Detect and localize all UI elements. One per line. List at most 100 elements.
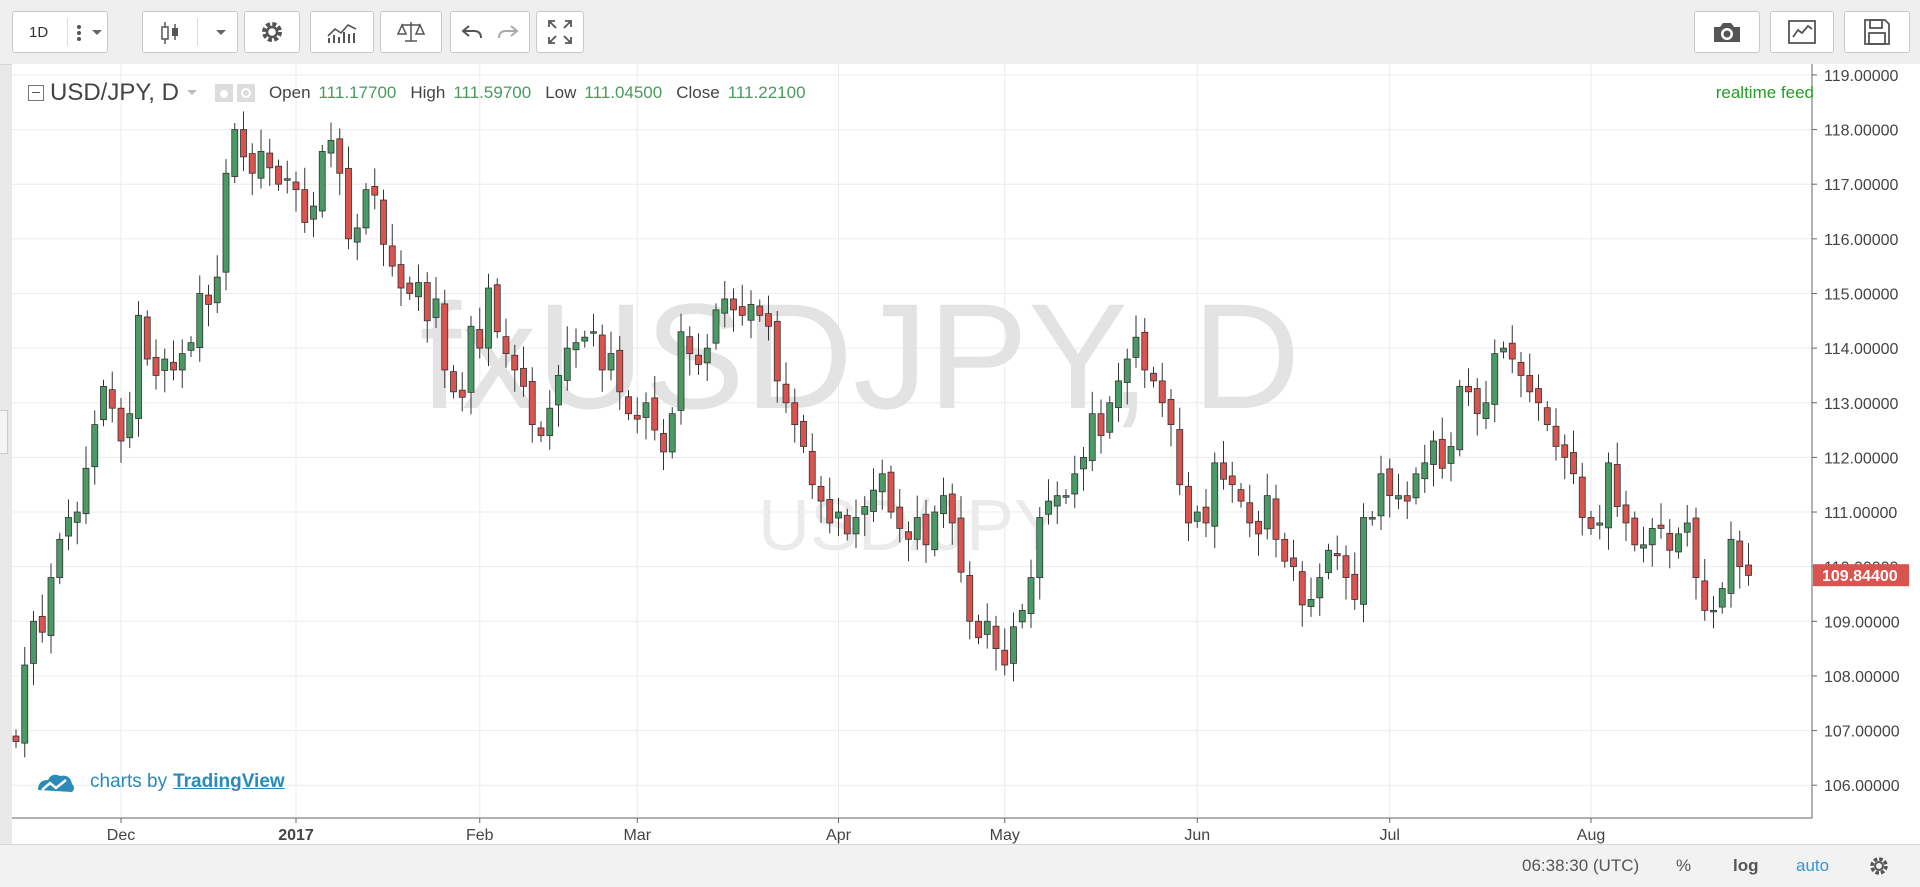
candle-body [1543, 407, 1551, 426]
candle-body [1508, 342, 1516, 360]
candle-body [380, 199, 387, 245]
candle-body [1657, 524, 1665, 529]
candle-body [668, 413, 676, 453]
candle-body [266, 152, 274, 169]
chart-pane[interactable] [12, 64, 1920, 844]
candle-body [467, 325, 475, 393]
candle-body [345, 167, 352, 240]
candle-body [458, 389, 466, 398]
gear-icon[interactable] [236, 84, 255, 102]
candle-body [1491, 353, 1499, 405]
candle-body [922, 513, 930, 546]
candle-body [642, 402, 650, 418]
last-price-marker: 109.84400 [1813, 564, 1909, 587]
save-button[interactable] [1844, 11, 1910, 53]
candle-body [590, 331, 597, 334]
high-label: High [410, 83, 446, 102]
candle-body [1701, 580, 1709, 611]
candle-body [1430, 440, 1437, 465]
gear-icon[interactable] [1868, 855, 1890, 877]
chevron-down-icon[interactable] [186, 89, 197, 97]
candle-body [1316, 577, 1324, 599]
compare-button[interactable] [380, 11, 442, 53]
time-tick-label: Feb [466, 827, 494, 844]
candle-body [695, 354, 702, 365]
camera-icon[interactable] [214, 84, 233, 102]
close-label: Close [676, 83, 720, 102]
candle-body [1272, 498, 1280, 540]
candle-body [143, 316, 151, 360]
time-tick-label: Aug [1577, 827, 1605, 844]
candle-body [773, 320, 781, 382]
more-options-icon[interactable] [75, 24, 83, 42]
price-tick-label: 115.00000 [1824, 286, 1899, 303]
log-scale-toggle[interactable]: log [1733, 856, 1759, 875]
candle-body [607, 353, 615, 371]
chart-type-button[interactable] [142, 11, 238, 53]
bottom-bar: 06:38:30 (UTC) % log auto [0, 844, 1920, 887]
camera-icon [1714, 23, 1740, 42]
candle-body [1535, 388, 1542, 404]
candle-body [633, 414, 641, 420]
candle-body [38, 615, 46, 633]
time-tick-label: May [990, 827, 1020, 844]
candle-body [240, 129, 247, 158]
indicators-button[interactable] [310, 11, 374, 53]
interval-selector[interactable]: 1D [12, 11, 108, 53]
candle-body [791, 402, 799, 426]
candle-body [1325, 549, 1332, 574]
gear-icon [262, 22, 282, 42]
candle-body [1745, 564, 1752, 576]
candle-body [1403, 495, 1411, 502]
collapse-legend-icon[interactable] [28, 85, 44, 101]
candle-body [1158, 380, 1166, 404]
side-panel-handle[interactable] [0, 410, 8, 454]
candle-body [966, 575, 974, 622]
candle-body [423, 282, 431, 322]
settings-button[interactable] [244, 11, 300, 53]
candle-body [1228, 475, 1236, 486]
candle-body [625, 396, 632, 415]
candle-body [1438, 438, 1446, 469]
price-tick-label: 109.00000 [1824, 614, 1900, 631]
candle-body [1298, 571, 1306, 606]
candle-body [231, 129, 239, 177]
candle-body [546, 407, 554, 436]
snapshot-button[interactable] [1694, 11, 1760, 53]
candle-body [1106, 402, 1114, 433]
tradingview-link[interactable]: TradingView [173, 771, 285, 792]
price-tick-label: 108.00000 [1824, 669, 1900, 686]
fullscreen-button[interactable] [536, 11, 584, 53]
redo-icon[interactable] [496, 23, 520, 41]
candle-body [1561, 444, 1569, 458]
candle-body [686, 336, 694, 354]
candle-body [931, 511, 939, 551]
candle-body [905, 531, 912, 540]
tradingview-branding[interactable]: charts by TradingView [36, 770, 285, 794]
candle-body [581, 336, 589, 342]
candle-body [318, 151, 326, 212]
candle-body [1447, 446, 1455, 464]
candle-body [721, 298, 729, 314]
candle-body [1587, 517, 1595, 529]
candle-body [73, 511, 81, 523]
percent-scale-toggle[interactable]: % [1676, 856, 1692, 875]
candle-body [257, 151, 265, 179]
candle-body [283, 178, 291, 181]
low-value: 111.04500 [584, 83, 663, 102]
chevron-down-icon[interactable] [215, 29, 227, 37]
candle-body [1237, 489, 1245, 502]
undo-icon[interactable] [460, 23, 484, 41]
candle-body [476, 329, 484, 349]
candle-body [187, 342, 195, 351]
fullscreen-icon [548, 20, 572, 44]
candle-body [135, 314, 142, 419]
candle-body [1500, 347, 1507, 353]
chart-properties-button[interactable] [1770, 11, 1834, 53]
candle-body [388, 245, 396, 267]
auto-scale-toggle[interactable]: auto [1796, 856, 1830, 875]
chevron-down-icon[interactable] [91, 29, 103, 37]
candle-body [1115, 380, 1122, 409]
price-tick-label: 107.00000 [1824, 724, 1900, 741]
